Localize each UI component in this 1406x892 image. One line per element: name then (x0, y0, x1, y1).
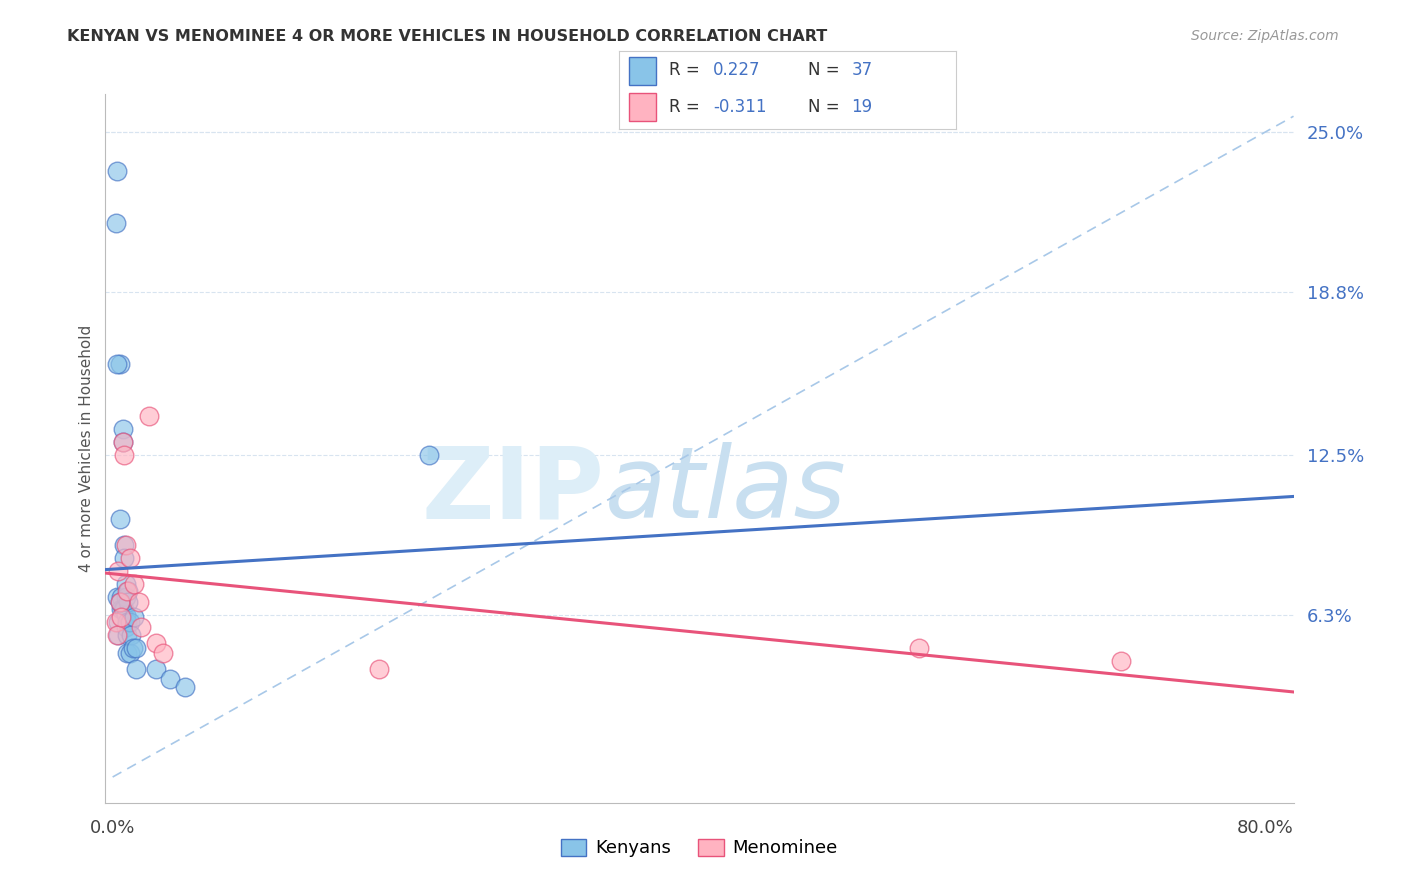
Point (118, 550, 141, 565)
Point (908, 641, 931, 656)
Text: atlas: atlas (605, 442, 846, 540)
Point (138, 409, 160, 423)
Point (125, 662, 148, 676)
Point (107, 564, 129, 578)
Point (107, 615, 129, 630)
Point (111, 422, 134, 436)
Text: N =: N = (807, 62, 839, 79)
Point (114, 538, 136, 552)
Point (112, 538, 135, 552)
Point (418, 448, 440, 462)
Point (114, 590, 136, 604)
Y-axis label: 4 or more Vehicles in Household: 4 or more Vehicles in Household (79, 325, 94, 572)
Point (112, 550, 135, 565)
Legend: Kenyans, Menominee: Kenyans, Menominee (554, 831, 845, 864)
Point (104, 615, 127, 630)
Text: R =: R = (669, 62, 700, 79)
Point (152, 646, 174, 660)
Point (1109, 654, 1132, 668)
Point (108, 358, 131, 372)
Bar (628, 94, 655, 121)
Point (114, 607, 136, 622)
Point (110, 590, 132, 604)
Point (110, 602, 132, 616)
Point (108, 512, 131, 526)
Text: R =: R = (669, 97, 700, 116)
Point (121, 641, 143, 656)
Point (173, 680, 195, 694)
Point (105, 358, 128, 372)
Point (118, 615, 141, 630)
Point (111, 602, 134, 616)
Point (125, 641, 148, 656)
Point (112, 448, 135, 462)
Point (105, 590, 128, 604)
Text: N =: N = (807, 97, 839, 116)
Point (117, 584, 139, 599)
Point (159, 672, 181, 686)
Text: 37: 37 (852, 62, 873, 79)
Point (128, 595, 150, 609)
Text: ZIP: ZIP (422, 442, 605, 540)
Point (108, 595, 131, 609)
Point (122, 576, 145, 591)
Point (115, 628, 138, 642)
Point (108, 595, 131, 609)
Point (145, 636, 167, 650)
Point (107, 628, 129, 642)
Text: KENYAN VS MENOMINEE 4 OR MORE VEHICLES IN HOUSEHOLD CORRELATION CHART: KENYAN VS MENOMINEE 4 OR MORE VEHICLES I… (67, 29, 828, 44)
Text: Source: ZipAtlas.com: Source: ZipAtlas.com (1191, 29, 1339, 43)
Text: -0.311: -0.311 (713, 97, 766, 116)
Point (368, 662, 391, 676)
Point (122, 610, 145, 624)
Point (120, 628, 142, 642)
Point (114, 620, 136, 634)
Point (110, 610, 132, 624)
Point (115, 615, 138, 630)
Point (111, 434, 134, 449)
Point (115, 584, 138, 599)
Text: 0.227: 0.227 (713, 62, 761, 79)
Point (115, 646, 138, 660)
Point (105, 628, 128, 642)
Point (131, 620, 153, 634)
Point (105, 164, 128, 178)
Point (111, 434, 134, 449)
Text: 19: 19 (852, 97, 873, 116)
Point (118, 646, 141, 660)
Point (112, 602, 135, 616)
Point (145, 662, 167, 676)
Point (104, 216, 127, 230)
Bar (628, 57, 655, 86)
Point (117, 595, 139, 609)
Point (114, 576, 136, 591)
